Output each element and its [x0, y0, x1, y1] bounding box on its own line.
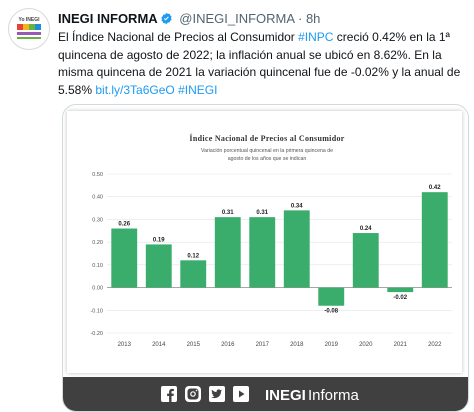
author-handle[interactable]: @INEGI_INFORMA [179, 11, 295, 26]
label-layer: -0.20 -0.10 0.00 0.10 0.20 0.30 0.40 0.50 0.26 20… [90, 172, 442, 348]
bar [249, 217, 276, 288]
y-tick-label: -0.10 [90, 308, 103, 314]
tweet-text: El Índice Nacional de Precios al Consumi… [58, 29, 470, 99]
bar [214, 217, 241, 288]
youtube-icon [233, 386, 249, 402]
tweet-text-part2: creció 0.42% en la 1ª quincena de agosto… [58, 30, 461, 97]
footer-bar: INEGI Informa [63, 377, 468, 411]
x-tick-label: 2018 [290, 342, 304, 348]
y-tick-label: 0.20 [92, 240, 103, 246]
bar [283, 210, 310, 288]
y-tick-label: 0.40 [92, 195, 103, 201]
chart-subtitle-line1: Variación porcentual quincenal en la pri… [201, 148, 333, 154]
chart-title: Índice Nacional de Precios al Consumidor [189, 133, 344, 143]
bar-value-label: 0.12 [187, 253, 199, 259]
bar-value-label: 0.19 [153, 237, 165, 243]
y-tick-label: 0.00 [92, 286, 103, 292]
y-tick-label: 0.50 [92, 172, 103, 178]
footer-brand-bold: INEGI [265, 387, 306, 404]
x-tick-label: 2013 [118, 342, 132, 348]
bar-value-label: 0.42 [429, 185, 441, 191]
footer-brand-light: Informa [308, 387, 360, 404]
bar-value-label: 0.31 [222, 210, 234, 216]
chart-panel: Índice Nacional de Precios al Consumidor… [67, 111, 462, 373]
tweet-header: INEGI INFORMA @INEGI_INFORMA · 8h [58, 11, 320, 28]
tweet-text-part1: El Índice Nacional de Precios al Consumi… [58, 30, 299, 44]
hashtag-inpc-link[interactable]: #INPC [298, 30, 334, 44]
bar [421, 192, 448, 288]
separator-dot: · [297, 11, 303, 26]
bar [180, 260, 207, 288]
bar-chart: Índice Nacional de Precios al Consumidor… [90, 133, 452, 348]
tweet-timestamp[interactable]: 8h [305, 11, 321, 26]
bar [352, 233, 379, 288]
x-tick-label: 2014 [152, 342, 166, 348]
x-tick-label: 2022 [428, 342, 442, 348]
bar-value-label: -0.08 [324, 309, 338, 315]
bar [145, 244, 172, 288]
inegi-logo-icon: Yo INEGI [17, 17, 41, 39]
y-tick-label: -0.20 [90, 331, 103, 337]
x-tick-label: 2017 [256, 342, 270, 348]
x-tick-label: 2019 [325, 342, 339, 348]
hashtag-inegi-link[interactable]: #INEGI [178, 82, 218, 97]
x-tick-label: 2016 [221, 342, 235, 348]
bar-value-label: 0.26 [118, 222, 130, 228]
bar [111, 228, 138, 288]
bar-value-label: -0.02 [393, 295, 407, 301]
bar [387, 287, 414, 293]
short-url-link[interactable]: bit.ly/3Ta6GeO [95, 82, 175, 97]
x-tick-label: 2021 [394, 342, 408, 348]
bar-value-label: 0.24 [360, 226, 372, 232]
bar-value-label: 0.34 [291, 203, 303, 209]
twitter-icon [209, 386, 225, 402]
instagram-icon [185, 386, 201, 402]
bar [318, 287, 345, 306]
bar-layer [111, 192, 448, 306]
avatar-logo-text: Yo INEGI [18, 17, 40, 23]
x-tick-label: 2015 [187, 342, 201, 348]
x-tick-label: 2020 [359, 342, 373, 348]
chart-subtitle-line2: agosto de los años que se indican [228, 156, 307, 162]
author-name[interactable]: INEGI INFORMA [58, 11, 158, 26]
facebook-icon [161, 386, 177, 402]
y-tick-label: 0.30 [92, 217, 103, 223]
tweet-media-card[interactable]: Índice Nacional de Precios al Consumidor… [62, 104, 469, 412]
verified-badge-icon [160, 12, 173, 28]
y-tick-label: 0.10 [92, 263, 103, 269]
avatar[interactable]: Yo INEGI [8, 8, 50, 50]
bar-value-label: 0.31 [256, 210, 268, 216]
